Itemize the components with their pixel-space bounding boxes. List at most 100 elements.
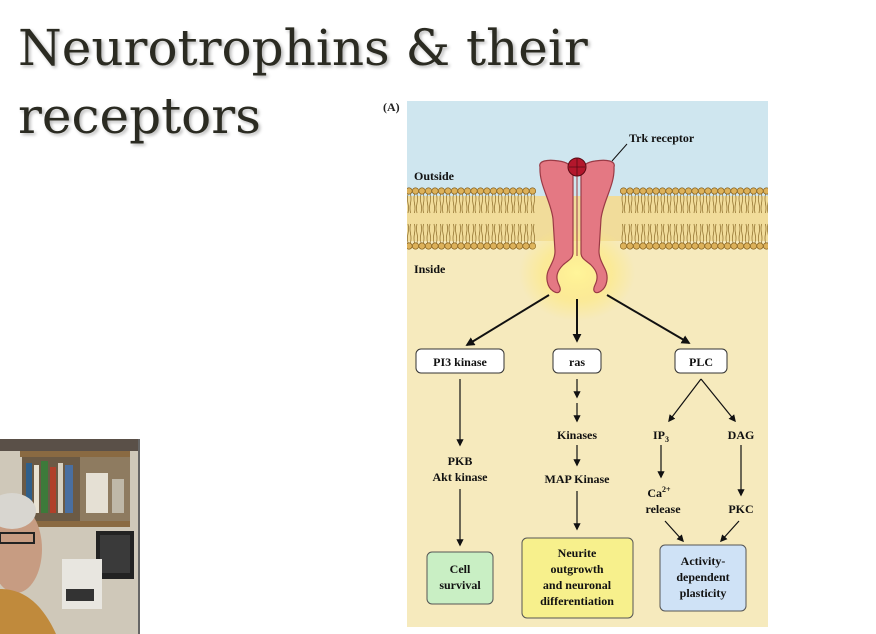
lipid-tail [511,193,516,214]
lipid-tail [719,223,724,244]
lipid-head [646,242,654,250]
release-label: release [645,502,681,516]
plasticity-line-3: plasticity [680,586,727,600]
lipid-tail [738,193,743,214]
lipid-head [659,187,667,195]
lipid-head [659,242,667,250]
lipid-head [684,187,692,195]
lipid-head [710,187,718,195]
lipid-tail [420,193,425,214]
lipid-tail [647,223,652,244]
panel-label: (A) [383,100,400,114]
activation-glow [519,225,635,321]
lipid-tail [459,193,464,214]
ligand-dimer-mark [569,158,585,176]
lipid-head [691,242,699,250]
arrow-pkc-to-plasticity [720,520,740,543]
signaling-diagram: Outside Inside Trk receptor PI3 kinase r… [407,101,768,627]
lipid-head [437,187,445,195]
arrow-ca-to-plasticity [664,520,684,543]
lipid-head [749,187,757,195]
lipid-tail [446,223,451,244]
lipid-tail [413,223,418,244]
lipid-head [450,242,458,250]
plasticity-line-2: dependent [676,570,729,584]
lipid-head [437,242,445,250]
lipid-head [743,242,751,250]
lipid-head [418,242,426,250]
lipid-head [457,242,465,250]
lipid-tail [641,223,646,244]
lipid-tail [699,223,704,244]
lipid-tail [732,223,737,244]
lipid-tail [478,223,483,244]
lipid-tail [706,223,711,244]
ras-box [552,348,602,374]
lipid-head [736,187,744,195]
lipid-head [529,187,537,195]
pkc-label: PKC [728,502,753,516]
lipid-tail [498,223,503,244]
signaling-figure: Outside Inside Trk receptor PI3 kinase r… [407,101,768,627]
arrow-to-plc [606,294,691,344]
lipid-head [503,242,511,250]
lipid-tail [641,193,646,214]
lipid-tail [472,193,477,214]
lipid-head [633,242,641,250]
lipid-head [407,187,413,195]
lipid-head [639,187,647,195]
arrow-plc-to-ip3 [668,378,702,423]
webcam-overlay [0,439,140,634]
lipid-head [450,187,458,195]
lipid-tail [758,223,763,244]
lipid-tail [758,193,763,214]
inside-label: Inside [414,262,446,276]
lipid-tail [439,223,444,244]
lipid-head [477,242,485,250]
lipid-head [763,187,768,195]
kinases-label: Kinases [557,428,597,442]
lipid-head [457,187,465,195]
lipid-head [749,242,757,250]
plc-label: PLC [689,355,713,369]
ras-label: ras [569,355,585,369]
lipid-tail [738,223,743,244]
lipid-head [717,187,725,195]
lipid-tail [621,223,626,244]
lipid-tail [745,193,750,214]
lipid-head [431,187,439,195]
lipid-head [490,242,498,250]
lipid-head [483,187,491,195]
lipid-head [496,242,504,250]
lipid-tail [628,223,633,244]
lipid-tail [634,223,639,244]
lipid-head [704,242,712,250]
lipid-head [652,187,660,195]
plc-box [674,348,728,374]
lipid-head [652,242,660,250]
lipid-head [444,187,452,195]
lipid-head [665,187,673,195]
lipid-tail [413,193,418,214]
lipid-tail [452,223,457,244]
lipid-head [665,242,673,250]
lipid-head [516,242,524,250]
lipid-tail [446,193,451,214]
lipid-tail [433,193,438,214]
lipid-head [444,242,452,250]
lipid-head [516,187,524,195]
lipid-tail [621,193,626,214]
lipid-tail [426,223,431,244]
lipid-head [756,187,764,195]
lipid-head [424,187,432,195]
lipid-tail [699,193,704,214]
lipid-tail [732,193,737,214]
outgrowth-line-2: outgrowth [550,562,603,576]
lipid-tail [407,193,412,214]
cell-survival-line-1: Cell [450,562,471,576]
lipid-tail [745,223,750,244]
lipid-head [496,187,504,195]
lipid-head [620,187,628,195]
lipid-tail [524,223,529,244]
lipid-tail [673,193,678,214]
